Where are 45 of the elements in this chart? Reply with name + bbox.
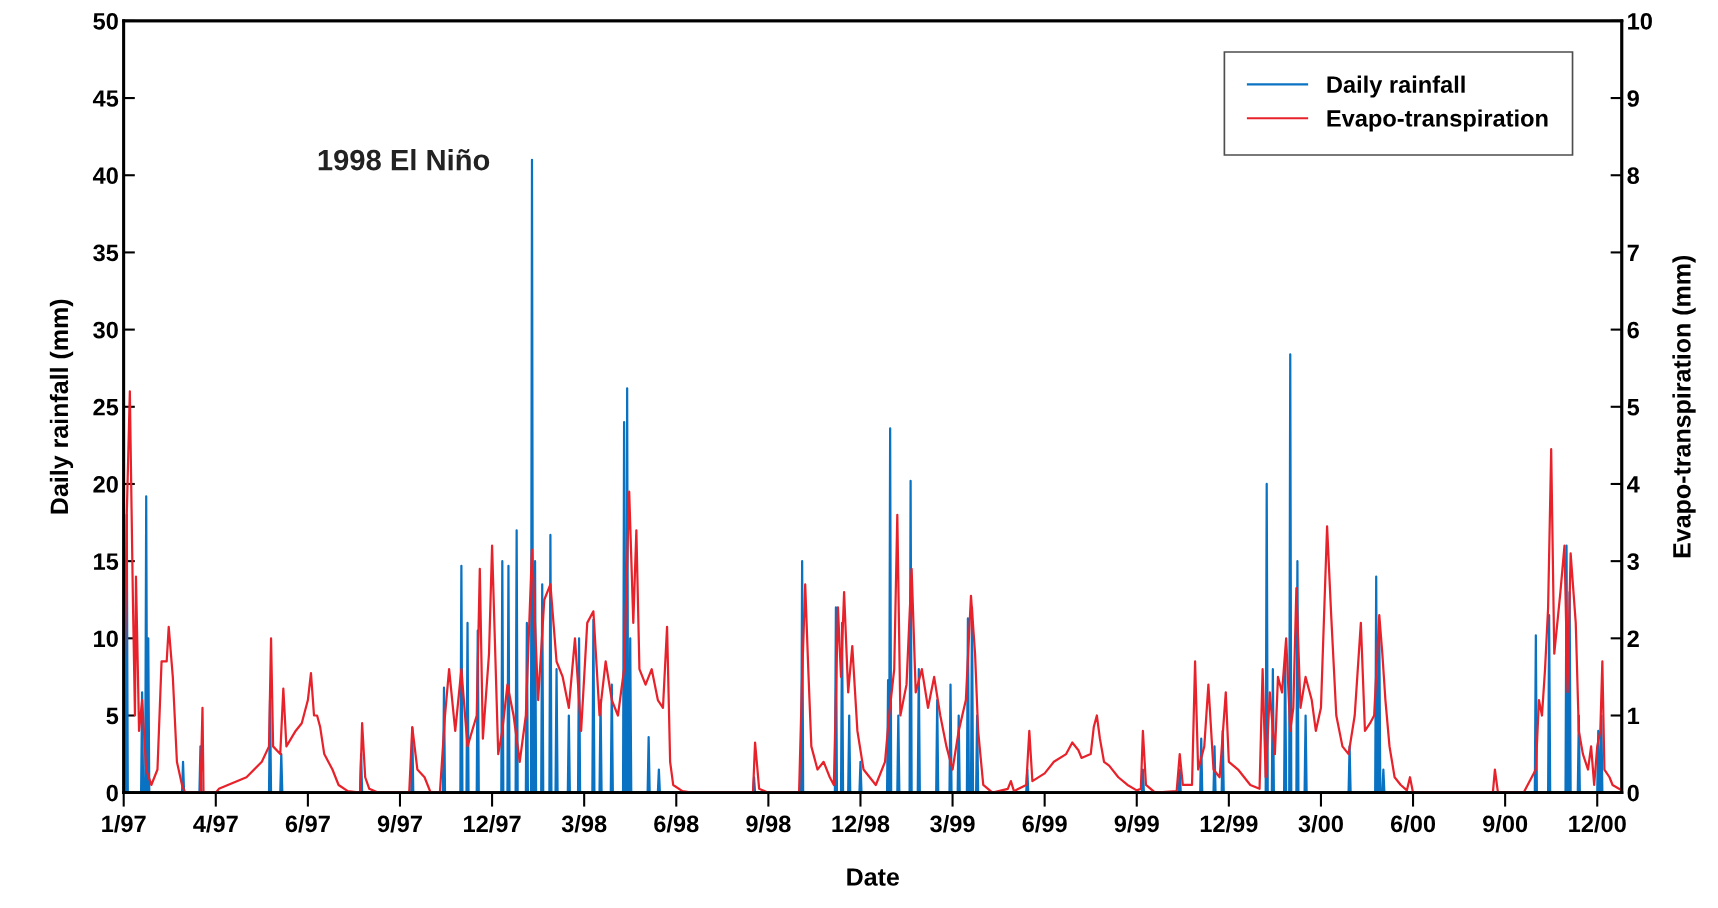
y2-tick-label: 8 xyxy=(1627,167,1640,185)
annotation: 1998 El Niño xyxy=(318,148,490,171)
legend-label: Daily rainfall xyxy=(1327,75,1465,98)
x-tick-label: 9/00 xyxy=(1482,814,1528,833)
y-tick-label: 0 xyxy=(106,784,118,802)
x-tick-label: 12/99 xyxy=(1200,814,1258,833)
y-tick-label: 5 xyxy=(106,707,119,725)
x-axis-title: Date xyxy=(847,868,899,886)
y2-tick-label: 10 xyxy=(1628,12,1652,30)
y-tick-label: 20 xyxy=(93,476,118,493)
x-tick-label: 1/97 xyxy=(102,814,146,833)
y2-tick-label: 5 xyxy=(1627,399,1640,416)
y-tick-label: 15 xyxy=(94,553,119,570)
x-tick-label: 6/00 xyxy=(1390,814,1436,833)
y-tick-label: 45 xyxy=(92,90,119,107)
x-tick-label: 6/98 xyxy=(654,814,699,833)
y-tick-label: 40 xyxy=(92,167,118,185)
y-axis-title: Daily rainfall (mm) xyxy=(49,299,74,514)
y-tick-label: 50 xyxy=(93,12,118,30)
y-tick-label: 25 xyxy=(93,398,119,416)
x-tick-label: 3/99 xyxy=(930,814,975,833)
legend-label: Evapo-transpiration xyxy=(1327,109,1548,132)
x-tick-label: 3/98 xyxy=(561,814,607,833)
x-tick-label: 6/99 xyxy=(1022,814,1067,833)
y2-axis-title: Evapo-transpiration (mm) xyxy=(1672,255,1696,558)
y2-tick-label: 2 xyxy=(1627,630,1639,647)
x-tick-label: 9/99 xyxy=(1114,814,1159,833)
y2-tick-label: 7 xyxy=(1627,244,1639,261)
y2-tick-label: 0 xyxy=(1627,784,1639,802)
y2-tick-label: 1 xyxy=(1628,707,1640,725)
x-tick-label: 3/00 xyxy=(1298,814,1343,833)
y2-tick-label: 9 xyxy=(1627,90,1639,107)
x-tick-label: 9/98 xyxy=(746,814,791,833)
x-tick-label: 12/97 xyxy=(464,814,521,833)
y2-tick-label: 4 xyxy=(1627,476,1640,493)
y2-tick-label: 3 xyxy=(1627,553,1639,570)
x-tick-label: 6/97 xyxy=(285,814,330,833)
x-tick-label: 12/00 xyxy=(1569,814,1626,833)
x-tick-label: 12/98 xyxy=(832,814,890,833)
x-tick-label: 4/97 xyxy=(193,814,238,833)
x-tick-label: 9/97 xyxy=(377,814,422,833)
y2-tick-label: 6 xyxy=(1627,321,1639,339)
y-tick-label: 35 xyxy=(93,244,119,262)
y-tick-label: 10 xyxy=(94,630,118,648)
y-tick-label: 30 xyxy=(93,321,118,339)
